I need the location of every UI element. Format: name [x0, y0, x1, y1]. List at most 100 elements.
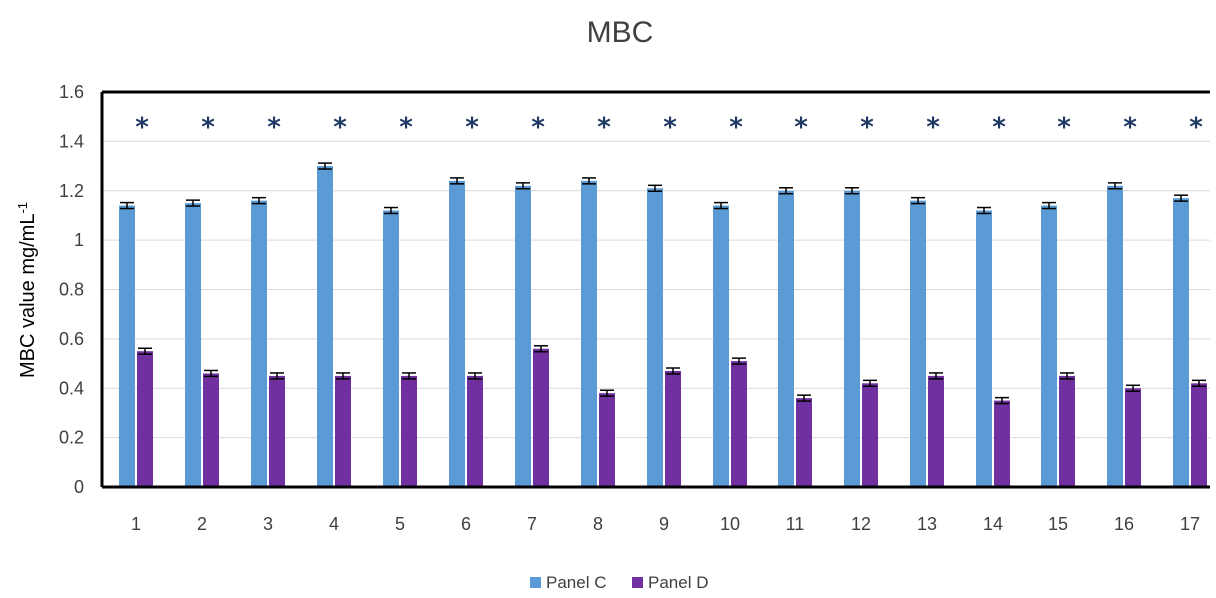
bar-panel-c-2 — [185, 203, 201, 487]
error-bar-panel-d-8 — [600, 389, 614, 397]
significance-marker-16: * — [1123, 113, 1137, 143]
error-bar-panel-c-14 — [977, 206, 991, 215]
error-bar-panel-d-11 — [797, 394, 811, 402]
bar-panel-d-13 — [928, 375, 944, 487]
bar-panel-d-5 — [401, 375, 417, 487]
error-bar-panel-d-10 — [732, 357, 746, 365]
x-tick-label: 7 — [527, 514, 537, 534]
error-bar-panel-d-15 — [1060, 372, 1074, 380]
error-bar-panel-c-7 — [516, 182, 530, 190]
y-tick-label: 1.4 — [59, 131, 84, 151]
error-bar-panel-d-16 — [1126, 384, 1140, 392]
bar-panel-c-15 — [1041, 205, 1057, 487]
bar-panel-d-6 — [467, 375, 483, 487]
error-bar-panel-c-5 — [384, 206, 398, 215]
y-tick-label: 1.2 — [59, 181, 84, 201]
bar-panel-c-14 — [976, 210, 992, 487]
error-bar-panel-d-14 — [995, 396, 1009, 405]
significance-marker-14: * — [992, 113, 1006, 143]
bar-panel-d-7 — [533, 348, 549, 487]
bar-panel-d-12 — [862, 383, 878, 487]
x-tick-label: 17 — [1180, 514, 1200, 534]
error-bar-panel-c-3 — [252, 196, 266, 205]
significance-marker-9: * — [663, 113, 677, 143]
significance-marker-1: * — [135, 113, 149, 143]
error-bar-panel-d-1 — [138, 347, 152, 355]
error-bar-panel-c-11 — [779, 187, 793, 195]
error-bar-panel-c-9 — [648, 184, 662, 192]
significance-marker-6: * — [465, 113, 479, 143]
significance-marker-7: * — [531, 113, 545, 143]
bar-panel-d-14 — [994, 400, 1010, 487]
legend-swatch — [632, 577, 643, 588]
significance-marker-11: * — [794, 113, 808, 143]
x-tick-label: 14 — [983, 514, 1003, 534]
error-bar-panel-d-6 — [468, 372, 482, 380]
error-bar-panel-c-17 — [1174, 194, 1188, 202]
axes — [100, 90, 1210, 489]
y-tick-label: 1 — [74, 230, 84, 250]
error-bar-panel-d-4 — [336, 372, 350, 380]
error-bar-panel-c-13 — [911, 196, 925, 205]
x-tick-label: 13 — [917, 514, 937, 534]
bar-panel-c-9 — [647, 188, 663, 487]
error-bars — [120, 162, 1206, 405]
y-tick-label: 0.4 — [59, 378, 84, 398]
y-tick-label: 0.8 — [59, 280, 84, 300]
bar-panel-c-8 — [581, 180, 597, 487]
x-tick-label: 16 — [1114, 514, 1134, 534]
x-tick-label: 9 — [659, 514, 669, 534]
error-bar-panel-d-7 — [534, 345, 548, 353]
x-tick-label: 4 — [329, 514, 339, 534]
x-tick-label: 8 — [593, 514, 603, 534]
error-bar-panel-d-17 — [1192, 379, 1206, 388]
y-axis-label-group: MBC value mg/mL-1 — [15, 202, 40, 378]
significance-marker-17: * — [1189, 113, 1203, 143]
error-bar-panel-d-9 — [666, 367, 680, 375]
bar-panel-d-9 — [665, 370, 681, 487]
legend-item-panel-d: Panel D — [632, 573, 708, 592]
bar-panel-c-13 — [910, 200, 926, 487]
y-tick-label: 0.2 — [59, 428, 84, 448]
bar-panel-c-16 — [1107, 185, 1123, 487]
y-tick-label: 0 — [74, 477, 84, 497]
bar-panel-c-1 — [119, 205, 135, 487]
bar-panel-c-10 — [713, 205, 729, 487]
x-tick-label: 2 — [197, 514, 207, 534]
x-tick-label: 5 — [395, 514, 405, 534]
x-tick-label: 3 — [263, 514, 273, 534]
bar-panel-c-6 — [449, 180, 465, 487]
error-bar-panel-c-2 — [186, 199, 200, 207]
significance-marker-13: * — [926, 113, 940, 143]
x-tick-labels: 1 2 3 4 5 6 7 8 9 10 11 12 13 14 15 16 17 — [131, 514, 1200, 534]
bar-panel-d-4 — [335, 375, 351, 487]
legend-label: Panel C — [546, 573, 606, 592]
error-bar-panel-d-13 — [929, 372, 943, 380]
bar-panel-c-7 — [515, 185, 531, 487]
bar-panel-d-3 — [269, 375, 285, 487]
x-tick-label: 11 — [786, 514, 805, 534]
legend-label: Panel D — [648, 573, 708, 592]
significance-marker-4: * — [333, 113, 347, 143]
error-bar-panel-c-8 — [582, 177, 596, 185]
error-bar-panel-d-2 — [204, 369, 218, 378]
legend-item-panel-c: Panel C — [530, 573, 606, 592]
bar-panel-c-4 — [317, 166, 333, 487]
y-tick-label: 1.6 — [59, 82, 84, 102]
bar-panel-d-17 — [1191, 383, 1207, 487]
error-bar-panel-d-12 — [863, 379, 877, 388]
bar-panel-c-17 — [1173, 198, 1189, 487]
bar-panel-d-11 — [796, 398, 812, 487]
error-bar-panel-d-5 — [402, 372, 416, 380]
y-axis-label: MBC value mg/mL-1 — [15, 202, 40, 378]
x-tick-label: 6 — [461, 514, 471, 534]
significance-marker-3: * — [267, 113, 281, 143]
error-bar-panel-c-1 — [120, 201, 134, 210]
significance-marker-15: * — [1057, 113, 1071, 143]
error-bar-panel-c-4 — [318, 162, 332, 170]
x-tick-label: 15 — [1048, 514, 1068, 534]
bar-panel-c-12 — [844, 190, 860, 487]
legend: Panel C Panel D — [530, 573, 708, 592]
significance-marker-8: * — [597, 113, 611, 143]
